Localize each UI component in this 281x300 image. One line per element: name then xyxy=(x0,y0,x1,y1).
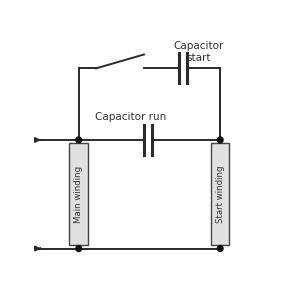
Text: Capacitor
start: Capacitor start xyxy=(173,41,224,63)
Circle shape xyxy=(76,245,81,251)
FancyBboxPatch shape xyxy=(211,143,230,245)
FancyBboxPatch shape xyxy=(69,143,88,245)
Text: Capacitor run: Capacitor run xyxy=(95,112,167,122)
Circle shape xyxy=(217,245,223,251)
Circle shape xyxy=(217,137,223,143)
Text: Start winding: Start winding xyxy=(216,166,225,223)
Circle shape xyxy=(76,137,81,143)
Text: Main winding: Main winding xyxy=(74,166,83,223)
